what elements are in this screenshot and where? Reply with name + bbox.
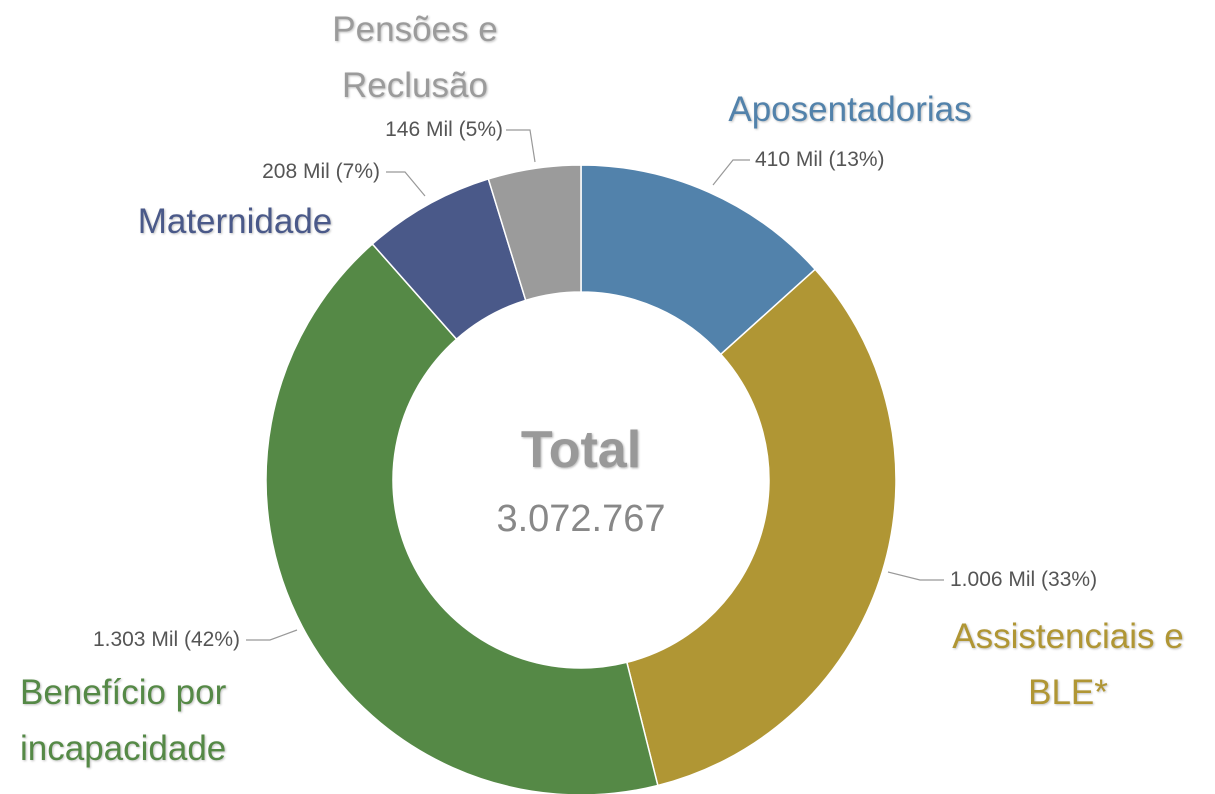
donut-slice [625,268,897,787]
value-label: 410 Mil (13%) [755,148,885,171]
category-label: Aposentadorias [728,90,972,129]
value-label: 208 Mil (7%) [262,160,380,183]
donut-slice [487,164,582,302]
leader-line [386,171,426,197]
leader-line [246,629,298,641]
category-label: Maternidade [137,202,333,241]
value-label: 1.006 Mil (33%) [950,568,1098,591]
category-label: Benefício por incapacidade [20,673,227,768]
value-label: 146 Mil (5%) [385,118,503,141]
donut-slice [265,242,659,794]
center-title: Total [520,421,642,479]
leader-line [887,571,944,581]
leader-line [712,159,750,186]
category-label: Pensões e Reclusão [332,10,498,105]
category-label: Assistenciais e BLE* [952,617,1184,712]
leader-line [506,129,536,163]
center-total: 3.072.767 [496,498,666,540]
value-label: 1.303 Mil (42%) [92,628,240,651]
